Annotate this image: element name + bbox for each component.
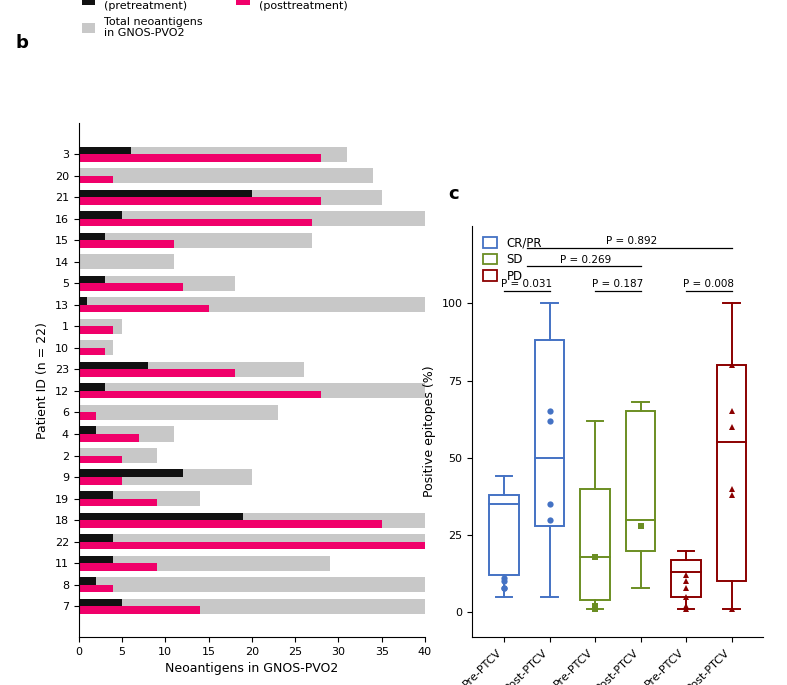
Bar <box>79 326 122 334</box>
Bar <box>79 384 425 391</box>
Bar <box>79 534 113 542</box>
Text: b: b <box>16 34 28 52</box>
Bar <box>534 340 564 526</box>
Bar <box>490 495 519 575</box>
Bar <box>79 219 312 226</box>
Y-axis label: Positive epitopes (%): Positive epitopes (%) <box>423 366 436 497</box>
Bar <box>79 190 382 197</box>
Bar <box>79 305 209 312</box>
Bar <box>79 297 87 305</box>
Bar <box>79 469 183 477</box>
Bar <box>79 240 174 248</box>
Bar <box>79 362 304 369</box>
Bar <box>79 512 425 520</box>
Bar <box>79 284 235 291</box>
Bar <box>79 326 113 334</box>
Bar <box>79 169 373 176</box>
Bar <box>79 219 425 226</box>
Bar <box>79 448 157 456</box>
Bar <box>79 584 425 592</box>
Bar <box>79 276 105 284</box>
Bar <box>79 340 113 348</box>
Bar <box>79 456 122 463</box>
Bar <box>79 369 304 377</box>
Bar <box>79 434 139 442</box>
Bar <box>79 297 425 305</box>
Text: P = 0.187: P = 0.187 <box>592 279 644 289</box>
Bar <box>79 384 105 391</box>
Bar <box>79 534 425 542</box>
Bar <box>79 369 235 377</box>
Bar <box>79 469 252 477</box>
Bar <box>79 154 321 162</box>
Bar <box>79 391 425 399</box>
Bar <box>580 488 610 600</box>
Bar <box>79 499 200 506</box>
Bar <box>79 512 243 520</box>
Bar <box>79 427 174 434</box>
Bar <box>79 599 425 606</box>
Text: P = 0.892: P = 0.892 <box>606 236 657 246</box>
Bar <box>79 412 278 420</box>
Bar <box>79 284 183 291</box>
Bar <box>79 147 131 154</box>
Bar <box>79 542 425 549</box>
Bar <box>79 190 252 197</box>
Bar <box>79 477 122 484</box>
Bar <box>79 319 122 326</box>
Bar <box>79 211 122 219</box>
Bar <box>79 577 425 584</box>
Bar <box>79 491 113 499</box>
Text: P = 0.008: P = 0.008 <box>683 279 734 289</box>
Text: P = 0.269: P = 0.269 <box>560 255 611 264</box>
Bar <box>79 599 122 606</box>
Bar <box>79 176 373 184</box>
Text: P = 0.031: P = 0.031 <box>501 279 552 289</box>
Bar <box>79 211 425 219</box>
Bar <box>79 240 312 248</box>
Bar <box>79 233 312 240</box>
X-axis label: Neoantigens in GNOS-PVO2: Neoantigens in GNOS-PVO2 <box>165 662 338 675</box>
Bar <box>79 305 425 312</box>
Bar <box>79 563 330 571</box>
Bar <box>79 262 174 269</box>
Bar <box>79 412 96 420</box>
Bar <box>79 197 321 205</box>
Bar <box>79 391 321 399</box>
Bar <box>671 560 701 597</box>
Bar <box>626 412 656 551</box>
Bar <box>79 520 382 527</box>
Bar <box>717 365 746 582</box>
Bar <box>79 362 148 369</box>
Bar <box>79 577 96 584</box>
Bar <box>79 542 425 549</box>
Bar <box>79 606 425 614</box>
Y-axis label: Patient ID (n = 22): Patient ID (n = 22) <box>36 322 49 438</box>
Bar <box>79 491 200 499</box>
Bar <box>79 348 113 356</box>
Bar <box>79 147 347 154</box>
Bar <box>79 477 252 484</box>
Bar <box>79 348 105 356</box>
Bar <box>79 233 105 240</box>
Legend: Positive neoantigens
(pretreatment), Total neoantigens
in GNOS-PVO2, Positive ne: Positive neoantigens (pretreatment), Tot… <box>77 0 379 42</box>
Bar <box>79 556 113 563</box>
Bar <box>79 276 235 284</box>
Bar <box>79 520 425 527</box>
Bar <box>79 405 278 412</box>
Bar <box>79 197 382 205</box>
Legend: CR/PR, SD, PD: CR/PR, SD, PD <box>478 232 547 288</box>
Bar <box>79 427 96 434</box>
Bar <box>79 434 174 442</box>
Bar <box>79 154 347 162</box>
Bar <box>79 499 157 506</box>
Bar <box>79 254 174 262</box>
Bar <box>79 556 330 563</box>
Bar <box>79 456 157 463</box>
Bar <box>79 563 157 571</box>
Bar <box>79 606 200 614</box>
Bar <box>79 584 113 592</box>
Bar <box>79 176 113 184</box>
Text: c: c <box>449 185 460 203</box>
